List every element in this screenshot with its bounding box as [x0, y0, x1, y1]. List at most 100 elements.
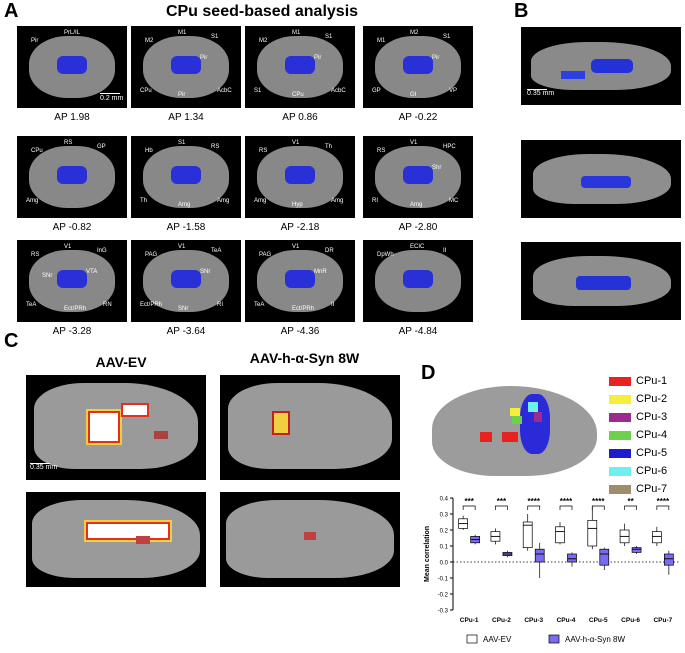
y-tick-label: -0.3	[438, 609, 449, 615]
ap-label: AP -4.84	[398, 326, 438, 337]
region-label: InG	[97, 248, 107, 254]
region-label: GP	[97, 144, 106, 150]
region-label: SNr	[200, 269, 211, 275]
region-label: V1	[410, 140, 418, 146]
y-axis-label: Mean correlation	[424, 526, 431, 582]
region-label: PAG	[259, 252, 272, 258]
region-label: II	[443, 248, 447, 254]
sagittal-ev-top: 0.35 mm	[26, 375, 206, 480]
region-label: TeA	[254, 302, 265, 308]
significance-stars: **	[627, 497, 634, 506]
region-label: VTA	[86, 269, 98, 275]
region-label: RN	[103, 302, 112, 308]
region-label: PrL/IL	[64, 30, 81, 36]
region-label: V1	[64, 244, 72, 250]
coronal-slice: V1 RS InG TeA Ect/PRh RN VTA SNr	[17, 240, 127, 322]
coronal-slice: M1 M2 S1 CPu Pir AcbC Pir	[131, 26, 241, 108]
region-label: Pir	[314, 55, 322, 61]
legend-label: CPu-4	[636, 429, 668, 441]
box-body	[555, 526, 565, 544]
region-label: Th	[140, 198, 148, 204]
coronal-slice: PrL/IL Pir	[17, 26, 127, 108]
region-label: Amg	[254, 198, 267, 204]
sagittal-slice-1: 0.35 mm	[521, 27, 681, 105]
region-label: V1	[292, 244, 300, 250]
ap-label: AP -2.80	[398, 222, 438, 233]
region-label: S1	[443, 34, 451, 40]
region-label: VP	[449, 88, 458, 94]
sagittal-ev-bottom	[26, 492, 206, 587]
x-tick-label: CPu-6	[621, 617, 640, 624]
chart-legend-label: AAV-h-α-Syn 8W	[565, 635, 625, 644]
scale-bar-b: 0.35 mm	[527, 90, 555, 97]
coronal-slice: RS CPu GP Amg	[17, 136, 127, 218]
region-label: Ect/PRh	[292, 306, 315, 312]
x-tick-label: CPu-4	[557, 617, 576, 624]
legend-swatch	[609, 394, 631, 404]
y-tick-label: 0.1	[440, 545, 449, 551]
region-label: V1	[292, 140, 300, 146]
x-tick-label: CPu-7	[653, 617, 672, 624]
region-label: Amg	[178, 202, 191, 208]
significance-bracket	[624, 505, 637, 510]
region-label: CPu	[292, 92, 304, 98]
region-label: RS	[31, 252, 40, 258]
figure-title: CPu seed-based analysis	[165, 3, 359, 20]
coronal-slice: ECIC DpWh II	[363, 240, 473, 322]
region-label: MC	[449, 198, 459, 204]
legend-item: CPu-3	[609, 408, 667, 426]
region-label: SNr	[42, 273, 53, 279]
chart-legend-label: AAV-EV	[483, 635, 512, 644]
region-label: AcbC	[217, 88, 232, 94]
x-tick-label: CPu-1	[460, 617, 479, 624]
group-label-ev: AAV-EV	[95, 354, 147, 370]
y-tick-label: 0.0	[440, 561, 449, 567]
region-label: Hb	[145, 148, 153, 154]
box-body	[652, 531, 662, 544]
legend-swatch	[609, 376, 631, 386]
significance-bracket	[527, 505, 541, 510]
group-label-syn: AAV-h-α-Syn 8W	[249, 350, 360, 366]
box-body	[522, 521, 533, 548]
region-label: Pir	[31, 38, 39, 44]
region-label: S1	[178, 140, 186, 146]
coronal-slice: V1 PAG TeA Ect/PRh SNr RI SNr	[131, 240, 241, 322]
y-tick-label: -0.2	[438, 593, 449, 599]
region-label: ECIC	[410, 244, 425, 250]
ap-label: AP -0.82	[52, 222, 92, 233]
ap-label: AP -3.64	[166, 326, 206, 337]
legend-swatch	[609, 430, 631, 440]
region-label: DR	[325, 248, 334, 254]
region-label: Th	[325, 144, 333, 150]
panel-c-label: C	[4, 330, 19, 352]
y-tick-label: 0.2	[440, 529, 449, 535]
region-label: S1	[325, 34, 333, 40]
region-label: GI	[410, 92, 417, 98]
region-label: HPC	[443, 144, 456, 150]
region-label: M1	[377, 38, 386, 44]
sagittal-syn-top	[220, 375, 400, 480]
region-label: RS	[64, 140, 73, 146]
ap-label: AP -3.28	[52, 326, 92, 337]
box-body	[587, 520, 598, 547]
ap-label: AP 1.98	[54, 112, 90, 123]
region-label: Hyp	[292, 202, 303, 208]
x-tick-label: CPu-2	[492, 617, 511, 624]
ap-label: AP -2.18	[280, 222, 320, 233]
region-label: RS	[259, 148, 268, 154]
coronal-slice: M2 M1 S1 GP GI VP Pir	[363, 26, 473, 108]
chart-legend-swatch	[466, 634, 478, 644]
legend-label: CPu-2	[636, 393, 668, 405]
y-tick-label: 0.3	[440, 513, 449, 519]
legend-swatch	[609, 448, 631, 458]
coronal-slice: V1 RS HPC RI Amg MC Shr	[363, 136, 473, 218]
box-body	[599, 548, 610, 566]
region-label: AcbC	[331, 88, 346, 94]
region-label: TeA	[211, 248, 222, 254]
region-label: PAG	[145, 252, 158, 258]
region-label: II	[331, 302, 335, 308]
y-tick-label: -0.1	[438, 577, 449, 583]
sagittal-slice-2	[521, 140, 681, 218]
box-body	[631, 547, 642, 553]
region-label: Pir	[432, 55, 440, 61]
